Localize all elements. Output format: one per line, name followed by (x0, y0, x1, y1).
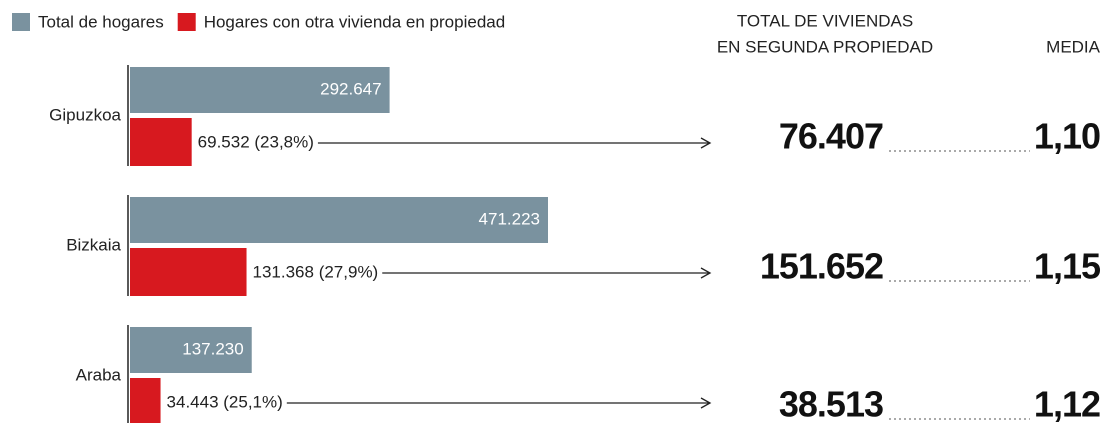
column-value: 1,10 (1034, 116, 1100, 157)
value-label: 69.532 (23,8%) (198, 132, 314, 151)
column-value: 151.652 (760, 246, 883, 287)
column-value: 1,12 (1034, 384, 1100, 423)
category-label: Gipuzkoa (49, 105, 121, 124)
bar (130, 197, 548, 243)
bar (130, 67, 390, 113)
bar (130, 118, 192, 166)
value-label: 471.223 (479, 209, 540, 228)
bar (130, 248, 247, 296)
legend-swatch (12, 13, 30, 31)
column-value: 38.513 (779, 384, 883, 423)
column-value: 76.407 (779, 116, 883, 157)
arrow-head (700, 267, 712, 279)
column-value: 1,15 (1034, 246, 1101, 287)
value-label: 292.647 (320, 79, 381, 98)
column-header: TOTAL DE VIVIENDAS (737, 11, 913, 30)
category-label: Bizkaia (66, 235, 121, 254)
column-header: EN SEGUNDA PROPIEDAD (717, 37, 933, 56)
value-label: 34.443 (25,1%) (167, 392, 283, 411)
value-label: 131.368 (27,9%) (253, 262, 379, 281)
column-header: MEDIA (1046, 37, 1101, 56)
legend-label: Total de hogares (38, 12, 164, 31)
arrow-head (700, 137, 712, 149)
arrow-head (700, 397, 712, 409)
bar (130, 327, 252, 373)
category-label: Araba (76, 365, 122, 384)
legend-swatch (177, 13, 196, 31)
value-label: 137.230 (182, 339, 243, 358)
bar (130, 378, 161, 423)
legend-label: Hogares con otra vivienda en propiedad (204, 12, 505, 31)
